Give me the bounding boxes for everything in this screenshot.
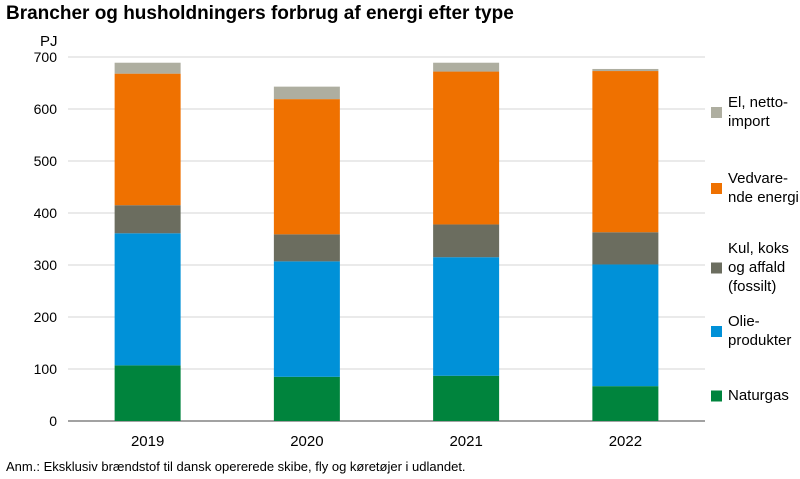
legend-label: Naturgas — [728, 387, 789, 404]
legend-swatch — [711, 262, 722, 274]
legend-swatch — [711, 390, 722, 402]
y-tick-label: 700 — [34, 49, 58, 65]
bar-segment — [592, 71, 659, 233]
legend-label: import — [728, 113, 771, 130]
legend-swatch — [711, 183, 722, 194]
y-tick-label: 400 — [34, 205, 58, 221]
legend-label: produkter — [728, 332, 791, 349]
bar-segment — [273, 234, 340, 262]
legend-label: og affald — [728, 259, 785, 276]
bar-segment — [273, 86, 340, 100]
bar-segment — [114, 233, 181, 366]
legend-swatch — [711, 326, 722, 337]
footnote: Anm.: Eksklusiv brændstof til dansk oper… — [6, 459, 466, 474]
y-tick-label: 0 — [49, 413, 57, 429]
x-tick-label: 2021 — [449, 433, 482, 450]
y-tick-label: 600 — [34, 101, 58, 117]
bar-segment — [592, 264, 659, 387]
y-tick-label: 500 — [34, 153, 58, 169]
legend-swatch — [711, 107, 722, 118]
legend-label: Vedvare- — [728, 170, 788, 187]
bars — [114, 62, 659, 421]
legend: El, netto-import Vedvare-nde energi Kul, k… — [711, 94, 799, 404]
bar-segment — [433, 375, 500, 421]
y-axis-label: PJ — [40, 33, 58, 50]
bar-segment — [433, 257, 500, 376]
bar-segment — [592, 232, 659, 265]
bar-segment — [433, 71, 500, 225]
bar-segment — [273, 376, 340, 421]
bar-segment — [114, 205, 181, 234]
x-tick-label: 2020 — [290, 433, 323, 450]
y-tick-label: 300 — [34, 257, 58, 273]
legend-label: Olie- — [728, 313, 760, 330]
bar-segment — [433, 224, 500, 258]
bar-segment — [592, 68, 659, 72]
bar-segment — [273, 99, 340, 235]
bar-segment — [273, 261, 340, 377]
legend-label: (fossilt) — [728, 278, 776, 295]
bar-segment — [114, 62, 181, 74]
bar-segment — [592, 386, 659, 421]
bar-segment — [433, 62, 500, 72]
chart-title: Brancher og husholdningers forbrug af en… — [6, 3, 514, 24]
y-tick-label: 200 — [34, 309, 58, 325]
legend-label: nde energi — [728, 189, 799, 206]
x-tick-label: 2022 — [609, 433, 642, 450]
y-tick-labels: 0 100 200 300 400 500 600 700 — [34, 49, 58, 429]
y-tick-label: 100 — [34, 361, 58, 377]
x-tick-labels: 2019 2020 2021 2022 — [131, 433, 642, 450]
legend-label: Kul, koks — [728, 240, 789, 257]
bar-segment — [114, 73, 181, 206]
bar-segment — [114, 365, 181, 421]
legend-label: El, netto- — [728, 94, 788, 111]
x-tick-label: 2019 — [131, 433, 164, 450]
